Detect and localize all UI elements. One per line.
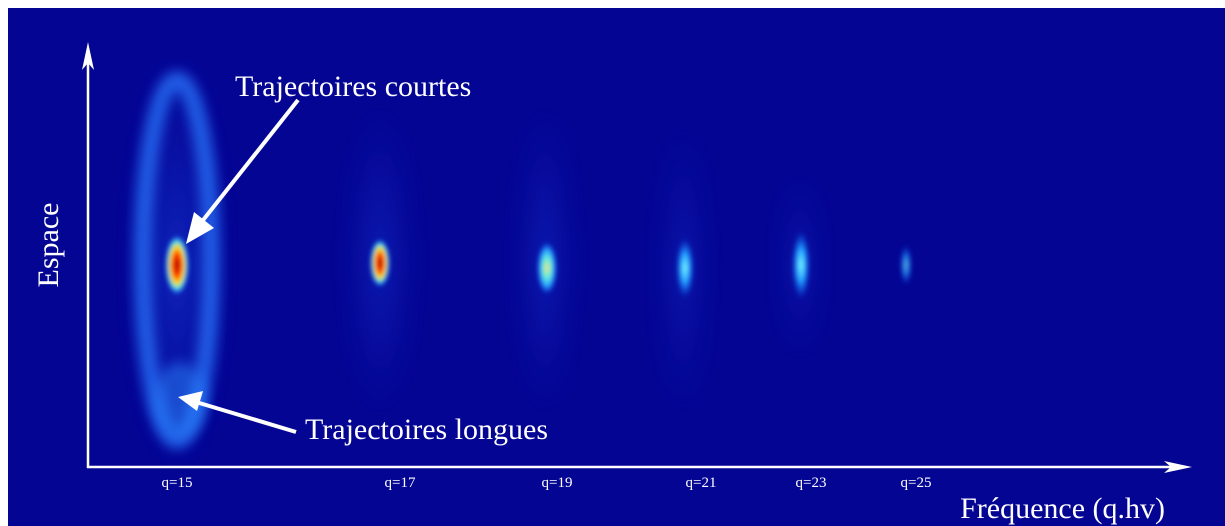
annotation: Trajectoires longues — [305, 413, 548, 446]
spot — [537, 242, 557, 294]
spot — [370, 239, 390, 287]
arrowhead — [186, 212, 214, 244]
spot — [792, 231, 810, 299]
harmonic-label: q=17 — [385, 475, 416, 491]
harmonic-labels: q=15 q=17 q=19 q=21 q=23 q=25 — [162, 475, 932, 491]
arrow — [198, 98, 300, 226]
annotation: Trajectoires courtes — [235, 70, 471, 103]
y-axis-arrow — [82, 42, 94, 70]
halo — [154, 362, 206, 438]
harmonic-label: q=25 — [901, 475, 932, 491]
axes — [82, 42, 1192, 473]
harmonic-label: q=19 — [542, 475, 573, 491]
x-axis-label: Fréquence (q.hv) — [960, 492, 1165, 525]
y-axis-label: Espace — [32, 203, 65, 288]
x-axis-arrow — [1164, 461, 1192, 473]
annotation-arrows — [178, 98, 300, 434]
spot — [900, 245, 912, 285]
harmonic-spots — [132, 65, 912, 465]
harmonic-label: q=15 — [162, 475, 193, 491]
short-trajectory-spot — [165, 235, 189, 295]
long-trajectory-ring — [134, 71, 220, 449]
harmonic-label: q=23 — [796, 475, 827, 491]
arrowhead — [178, 391, 203, 411]
harmonic-label: q=21 — [686, 475, 717, 491]
spot — [676, 238, 694, 298]
arrow — [195, 400, 297, 434]
